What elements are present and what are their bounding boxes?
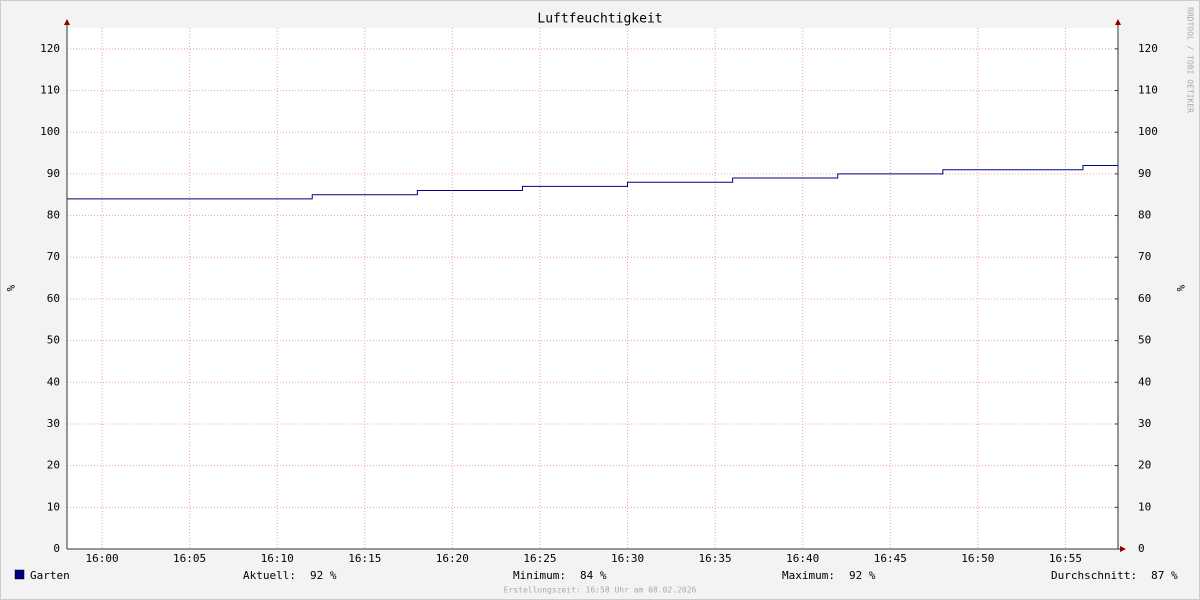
y-tick-label: 30 — [47, 417, 60, 430]
y2-tick-label: 20 — [1138, 459, 1151, 472]
y2-tick-label: 50 — [1138, 334, 1151, 347]
x-tick-label: 16:50 — [961, 552, 994, 565]
x-tick-label: 16:30 — [611, 552, 644, 565]
statistic-value: 84 % — [580, 569, 607, 582]
axis-arrow — [1115, 19, 1121, 25]
x-tick-label: 16:00 — [85, 552, 118, 565]
statistic-label: Durchschnitt: — [1051, 569, 1137, 582]
statistic: Durchschnitt: 87 % — [1051, 569, 1178, 582]
y2-tick-label: 10 — [1138, 500, 1151, 513]
marks — [67, 165, 1118, 200]
y2-tick-label: 70 — [1138, 250, 1151, 263]
statistic-label: Minimum: — [513, 569, 566, 582]
x-tick-label: 16:25 — [523, 552, 556, 565]
statistic-value: 87 % — [1151, 569, 1178, 582]
y-tick-label: 40 — [47, 375, 60, 388]
y-tick-label: 60 — [47, 292, 60, 305]
y2-tick-label: 110 — [1138, 84, 1158, 97]
statistic: Maximum: 92 % — [782, 569, 876, 582]
y-tick-label: 80 — [47, 209, 60, 222]
y2-tick-label: 100 — [1138, 125, 1158, 138]
y-axis-label: % — [4, 285, 17, 292]
x-tick-label: 16:40 — [786, 552, 819, 565]
y2-tick-label: 0 — [1138, 542, 1145, 555]
y2-tick-label: 80 — [1138, 209, 1151, 222]
x-tick-label: 16:35 — [699, 552, 732, 565]
x-tick-label: 16:15 — [348, 552, 381, 565]
statistic-label: Maximum: — [782, 569, 835, 582]
y-tick-label: 10 — [47, 500, 60, 513]
y-tick-label: 50 — [47, 334, 60, 347]
y-tick-label: 100 — [40, 125, 60, 138]
series-line — [67, 165, 1118, 200]
statistic: Aktuell: 92 % — [243, 569, 337, 582]
axis-arrow — [1120, 546, 1126, 552]
watermark: RRDTOOL / TOBI OETIKER — [1186, 7, 1195, 113]
statistic-value: 92 % — [310, 569, 337, 582]
y2-tick-label: 40 — [1138, 375, 1151, 388]
y-tick-label: 20 — [47, 459, 60, 472]
y-tick-label: 0 — [53, 542, 60, 555]
y2-tick-label: 60 — [1138, 292, 1151, 305]
y-tick-label: 70 — [47, 250, 60, 263]
legend-swatch — [14, 569, 25, 580]
x-tick-label: 16:10 — [261, 552, 294, 565]
y2-axis-label: % — [1174, 285, 1187, 292]
x-tick-label: 16:55 — [1049, 552, 1082, 565]
chart-title: Luftfeuchtigkeit — [537, 12, 662, 27]
y2-tick-label: 90 — [1138, 167, 1151, 180]
y-tick-label: 90 — [47, 167, 60, 180]
axis-arrow — [64, 19, 70, 25]
statistic-value: 92 % — [849, 569, 876, 582]
plot-area — [67, 28, 1118, 549]
statistic: Minimum: 84 % — [513, 569, 607, 582]
x-tick-label: 16:05 — [173, 552, 206, 565]
x-tick-label: 16:20 — [436, 552, 469, 565]
y2-tick-label: 120 — [1138, 42, 1158, 55]
y-tick-label: 120 — [40, 42, 60, 55]
y2-tick-label: 30 — [1138, 417, 1151, 430]
footer: Erstellungszeit: 16:58 Uhr am 08.02.2026 — [504, 586, 697, 595]
legend-label: Garten — [30, 569, 70, 582]
statistic-label: Aktuell: — [243, 569, 296, 582]
x-tick-label: 16:45 — [874, 552, 907, 565]
y-tick-label: 110 — [40, 84, 60, 97]
